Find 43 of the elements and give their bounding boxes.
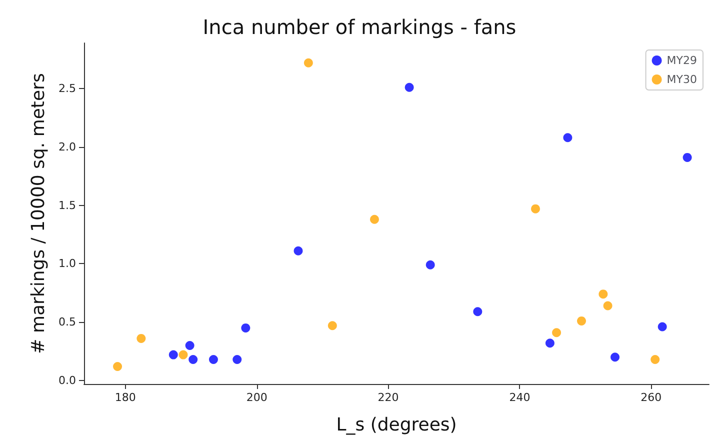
- point: [531, 204, 540, 214]
- point: [185, 340, 194, 350]
- x-tick-label: 220: [378, 391, 399, 404]
- point: [404, 82, 414, 92]
- x-tick-label: 200: [246, 391, 268, 404]
- point: [178, 350, 188, 360]
- y-tick-label: 1.0: [58, 257, 76, 270]
- point: [370, 214, 379, 224]
- y-tick-label: 2.5: [58, 82, 76, 96]
- point: [473, 307, 482, 316]
- point: [552, 328, 562, 338]
- point: [563, 133, 572, 142]
- y-tick-label: 1.5: [58, 198, 76, 212]
- y-tick-label: 0.0: [58, 374, 76, 387]
- point: [328, 321, 337, 330]
- y-tick-label: 0.5: [58, 316, 76, 329]
- point: [658, 322, 667, 332]
- point: [304, 58, 313, 68]
- point: [682, 152, 692, 162]
- chart-title: Inca number of markings - fans: [202, 15, 516, 39]
- point: [603, 301, 612, 310]
- legend-label: MY29: [666, 54, 698, 67]
- y-tick-label: 2.0: [58, 140, 76, 154]
- point: [610, 352, 620, 362]
- point: [650, 354, 660, 364]
- point: [168, 350, 178, 360]
- x-axis-title: L_s (degrees): [336, 414, 457, 436]
- point: [577, 316, 586, 326]
- point: [188, 354, 198, 364]
- point: [113, 362, 122, 371]
- x-tick-label: 240: [509, 391, 530, 404]
- point: [232, 354, 242, 364]
- point: [136, 334, 146, 343]
- x-tick-label: 180: [114, 391, 136, 404]
- point: [426, 260, 435, 270]
- point: [545, 338, 554, 348]
- point: [208, 354, 218, 364]
- legend-label: MY30: [666, 73, 698, 86]
- x-tick-label: 260: [640, 391, 662, 404]
- y-axis-title: # markings / 10000 sq. meters: [28, 73, 50, 354]
- point: [294, 246, 303, 256]
- point: [598, 290, 608, 299]
- point: [241, 323, 250, 332]
